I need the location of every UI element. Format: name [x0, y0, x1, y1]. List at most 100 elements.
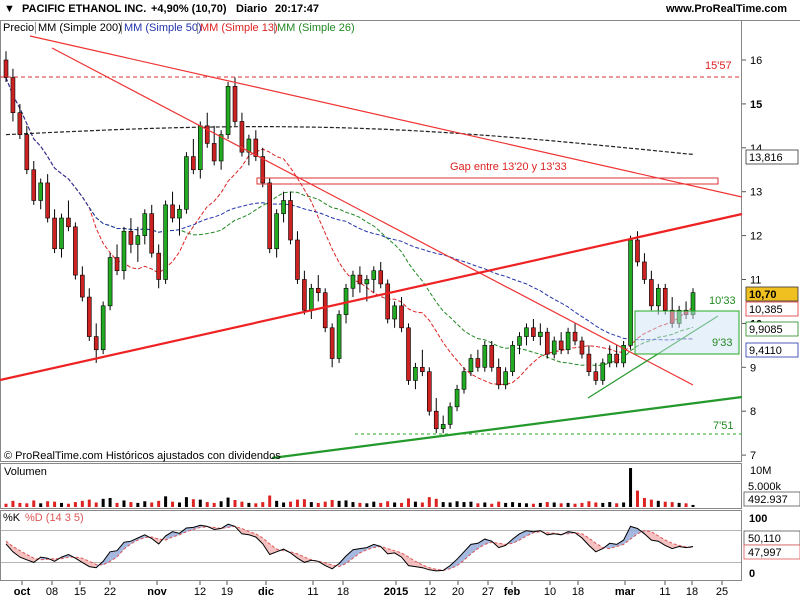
stoch-fill: [540, 530, 548, 535]
stoch-fill: [144, 534, 152, 539]
candle-body: [461, 371, 467, 390]
stoch-fill: [311, 559, 319, 562]
stoch-fill: [103, 551, 111, 566]
x-tick-label: 15: [74, 586, 86, 598]
candle-body: [440, 424, 446, 430]
price-tag-box: [745, 149, 799, 165]
candle-body: [73, 226, 78, 276]
stoch-fill: [297, 553, 305, 563]
candle-body: [24, 134, 30, 171]
stoch-fill: [54, 557, 62, 562]
candle-body: [503, 371, 508, 386]
candle-body: [662, 287, 668, 311]
volume-last-value: 492.937: [748, 494, 788, 506]
candle-body: [93, 336, 99, 351]
volume-bar: [393, 502, 397, 507]
volume-bar: [420, 502, 424, 507]
stoch-fill: [117, 542, 124, 558]
stoch-fill: [422, 565, 430, 570]
stoch-fill: [672, 543, 680, 549]
stoch-fill: [686, 546, 693, 548]
volume-bar: [483, 502, 487, 507]
volume-bar: [18, 502, 22, 507]
volume-bar: [150, 502, 154, 507]
volume-bar: [511, 502, 515, 507]
volume-last-tag: [743, 491, 800, 507]
candle-body: [378, 270, 384, 285]
legend-ma13[interactable]: MM (Simple 13): [200, 22, 278, 34]
stoch-fill: [221, 524, 229, 529]
legend-price[interactable]: Precio: [3, 22, 35, 34]
stoch-fill: [235, 526, 242, 534]
candle-body: [600, 362, 606, 381]
stoch-fill: [401, 552, 409, 566]
price-change: +4,90% (10,70): [151, 3, 227, 15]
ma200-line: [5, 126, 694, 155]
candle-body: [114, 257, 120, 272]
stoch-fill: [616, 540, 624, 547]
candle-body: [676, 309, 682, 324]
stoch-tick-0: 0: [749, 568, 755, 580]
volume-bar: [448, 502, 452, 507]
volume-bar: [302, 499, 306, 507]
candle-body: [482, 345, 488, 368]
legend-ma50[interactable]: MM (Simple 50): [124, 22, 202, 34]
header-bar: ▼ PACIFIC ETHANOL INC. +4,90% (10,70) Di…: [0, 0, 800, 20]
stoch-fill: [89, 561, 97, 568]
price-tick-label: 14: [750, 143, 762, 155]
stoch-panel-frame: [0, 510, 742, 581]
support-line-long: [271, 395, 743, 460]
candle-body: [399, 305, 404, 329]
stoch-fill: [484, 539, 492, 545]
volume-bar: [164, 496, 168, 507]
stoch-fill: [339, 556, 347, 567]
stoch-fill: [172, 531, 180, 537]
website-link[interactable]: www.ProRealTime.com: [666, 3, 788, 15]
stoch-fill: [123, 541, 131, 550]
chevron-down-icon[interactable]: ▼: [4, 3, 15, 15]
stoch-fill: [637, 528, 645, 534]
stoch-fill: [415, 561, 423, 568]
volume-bar: [240, 501, 244, 507]
stoch-fill: [380, 546, 388, 554]
stoch-fill: [561, 531, 569, 535]
volume-bar: [233, 500, 237, 507]
volume-bar: [53, 501, 57, 507]
stoch-fill: [554, 533, 562, 535]
price-tag-ma13: 10,385: [749, 304, 783, 316]
volume-bar: [441, 502, 445, 507]
volume-bar: [157, 500, 161, 507]
candle-body: [86, 296, 92, 337]
candle-body: [260, 156, 266, 184]
x-tick-label: 08: [46, 586, 58, 598]
volume-bar: [136, 502, 140, 507]
volume-panel-frame: [0, 463, 742, 509]
volume-bar: [275, 500, 279, 507]
candle-body: [177, 208, 182, 219]
level-933-label: 9'33: [712, 337, 732, 349]
stoch-fill: [137, 534, 145, 541]
stoch-fill: [82, 558, 90, 567]
legend-ma26[interactable]: MM (Simple 26): [277, 22, 355, 34]
stoch-fill: [623, 526, 631, 545]
volume-bar: [177, 502, 181, 507]
candle-body: [52, 217, 57, 250]
price-tick-label: 9: [750, 362, 756, 374]
stoch-fill: [96, 561, 104, 568]
legend-ma200[interactable]: MM (Simple 200): [38, 22, 122, 34]
volume-bar: [379, 502, 383, 507]
resistance-line-long: [29, 35, 743, 198]
candle-body: [357, 274, 363, 285]
volume-bar: [608, 502, 612, 507]
candle-body: [572, 331, 578, 342]
stoch-fill: [436, 569, 444, 571]
stoch-fill: [110, 550, 118, 562]
candle-body: [350, 274, 356, 289]
price-tick-label: 10: [750, 318, 762, 330]
candle-body: [406, 327, 411, 381]
copyright-note: © ProRealTime.com Históricos ajustados c…: [4, 450, 281, 462]
stoch-fill: [644, 530, 652, 541]
volume-bar: [309, 502, 313, 507]
price-tick-label: 16: [750, 55, 762, 67]
